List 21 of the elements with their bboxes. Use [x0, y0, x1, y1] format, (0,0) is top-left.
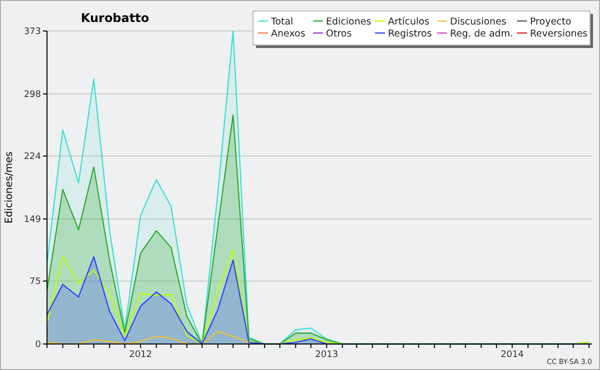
- legend-label: Discusiones: [450, 16, 506, 28]
- y-tick-label: 373: [24, 27, 41, 38]
- y-tick-label: 0: [35, 340, 42, 350]
- x-tick-label: 2013: [315, 350, 338, 360]
- legend-label: Ediciones: [326, 16, 372, 28]
- legend-label: Artículos: [388, 16, 430, 28]
- x-tick-label: 2014: [500, 350, 524, 360]
- legend-label: Registros: [388, 28, 432, 40]
- chart-title: Kurobatto: [80, 11, 150, 25]
- legend-label: Reg. de adm.: [450, 28, 514, 40]
- x-tick-label: 2012: [129, 350, 152, 360]
- legend-label: Anexos: [271, 28, 306, 40]
- legend-label: Reversiones: [530, 28, 588, 40]
- legend-label: Proyecto: [530, 16, 572, 28]
- legend-label: Otros: [326, 28, 352, 40]
- y-tick-label: 298: [24, 90, 42, 100]
- y-tick-label: 149: [24, 215, 42, 226]
- legend-label: Total: [270, 16, 294, 28]
- y-axis-title: Ediciones/mes: [4, 151, 15, 224]
- y-tick-label: 224: [24, 152, 42, 162]
- y-tick-label: 75: [30, 277, 41, 288]
